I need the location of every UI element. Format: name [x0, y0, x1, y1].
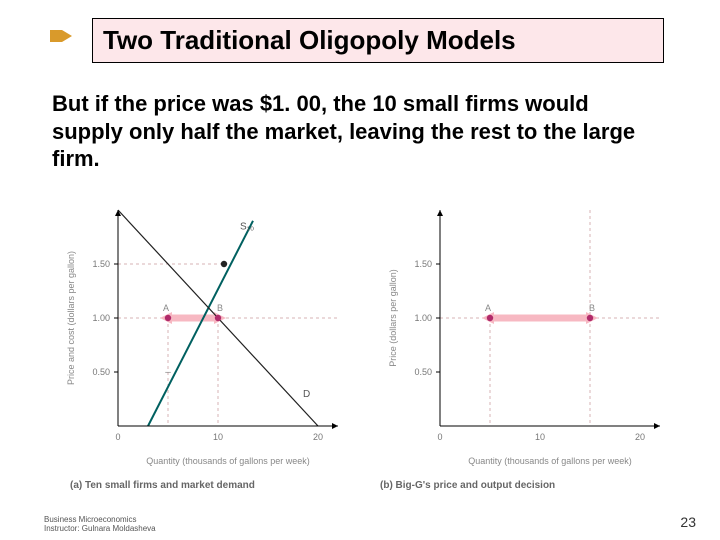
svg-text:B: B — [589, 303, 595, 313]
svg-text:Quantity (thousands of gallons: Quantity (thousands of gallons per week) — [468, 456, 632, 466]
svg-text:D: D — [303, 389, 310, 400]
footer-line2: Instructor: Gulnara Moldasheva — [44, 525, 156, 534]
svg-text:1.50: 1.50 — [414, 259, 432, 269]
body-paragraph: But if the price was $1. 00, the 10 smal… — [52, 90, 664, 173]
charts-container: 0.50 1.00 1.50 0 10 20 D S₁₀ A B – Quantity (thousa… — [60, 200, 670, 480]
chart-captions: (a) Ten small firms and market demand (b… — [60, 480, 670, 491]
svg-text:1.00: 1.00 — [92, 313, 110, 323]
caption-left: (a) Ten small firms and market demand — [60, 480, 370, 491]
svg-text:0.50: 0.50 — [414, 367, 432, 377]
svg-text:20: 20 — [635, 432, 645, 442]
svg-text:0: 0 — [437, 432, 442, 442]
caption-right: (b) Big-G's price and output decision — [370, 480, 555, 491]
page-number: 23 — [680, 514, 696, 530]
svg-text:0.50: 0.50 — [92, 367, 110, 377]
svg-text:1.00: 1.00 — [414, 313, 432, 323]
svg-text:10: 10 — [535, 432, 545, 442]
svg-text:1.50: 1.50 — [92, 259, 110, 269]
title-area: Two Traditional Oligopoly Models — [52, 18, 664, 63]
svg-text:Price and cost (dollars per ga: Price and cost (dollars per gallon) — [66, 251, 76, 385]
bullet-arrow-icon — [50, 28, 72, 44]
svg-text:Price (dollars per gallon): Price (dollars per gallon) — [388, 269, 398, 367]
svg-text:0: 0 — [115, 432, 120, 442]
chart-right: 0.50 1.00 1.50 0 10 20 A B Quantity (thousands o… — [382, 200, 670, 470]
svg-text:–: – — [165, 367, 171, 378]
chart-left: 0.50 1.00 1.50 0 10 20 D S₁₀ A B – Quantity (thousa… — [60, 200, 348, 470]
svg-text:10: 10 — [213, 432, 223, 442]
svg-text:A: A — [163, 303, 169, 313]
svg-text:A: A — [485, 303, 491, 313]
svg-text:B: B — [217, 303, 223, 313]
slide-title: Two Traditional Oligopoly Models — [103, 25, 516, 55]
svg-text:20: 20 — [313, 432, 323, 442]
svg-text:Quantity (thousands of gallons: Quantity (thousands of gallons per week) — [146, 456, 310, 466]
svg-text:S₁₀: S₁₀ — [240, 221, 254, 232]
footer: Business Microeconomics Instructor: Guln… — [44, 516, 156, 534]
title-box: Two Traditional Oligopoly Models — [92, 18, 664, 63]
